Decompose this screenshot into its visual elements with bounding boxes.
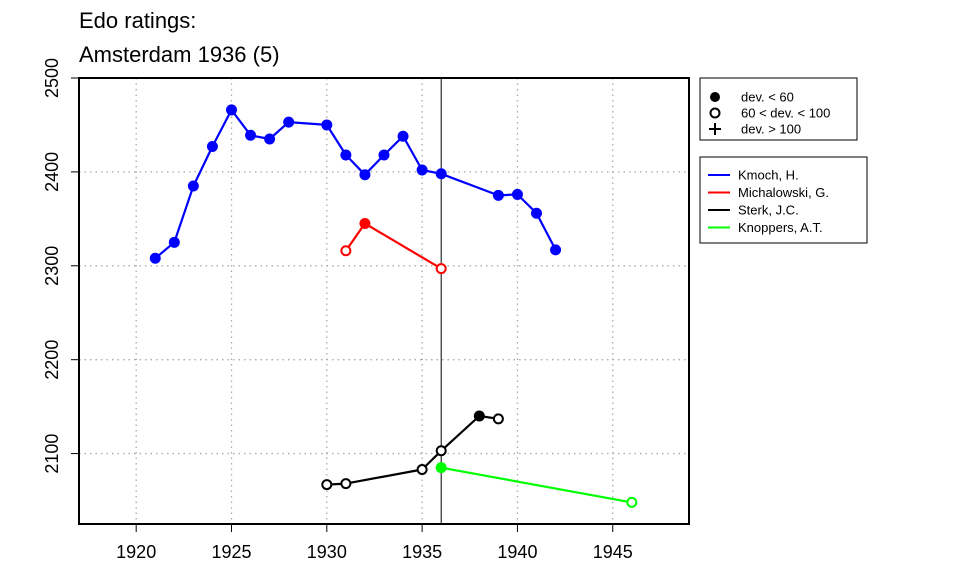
marker-legend-label: dev. > 100 — [741, 122, 801, 137]
data-point — [378, 149, 390, 161]
data-point — [473, 410, 485, 422]
x-tick-label: 1940 — [497, 542, 537, 562]
data-point — [511, 188, 523, 200]
data-point — [416, 464, 428, 476]
series-line — [441, 466, 632, 504]
data-point — [187, 180, 199, 192]
data-point — [340, 245, 352, 257]
data-point — [492, 413, 504, 425]
data-point — [206, 141, 218, 153]
series-0 — [149, 104, 562, 264]
data-point — [149, 252, 161, 264]
data-point — [397, 130, 409, 142]
data-point — [435, 445, 447, 457]
data-point — [321, 119, 333, 131]
y-tick-label: 2100 — [42, 434, 62, 474]
y-tick-label: 2300 — [42, 246, 62, 286]
data-point — [359, 169, 371, 181]
series-1 — [340, 218, 447, 275]
series-3 — [435, 462, 638, 508]
series-line — [344, 222, 442, 270]
legend-entry: Kmoch, H. — [738, 168, 799, 183]
legend-entry: Michalowski, G. — [738, 185, 829, 200]
data-point — [435, 263, 447, 275]
series-legend-box — [699, 156, 868, 244]
data-point — [416, 164, 428, 176]
x-tick-label: 1920 — [116, 542, 156, 562]
marker-legend-label: dev. < 60 — [741, 90, 794, 105]
chart-subtitle: Amsterdam 1936 (5) — [79, 42, 280, 67]
data-point — [168, 236, 180, 248]
y-tick-label: 2200 — [42, 340, 62, 380]
x-tick-label: 1945 — [593, 542, 633, 562]
data-point — [340, 478, 352, 490]
filled-circle-icon — [710, 92, 720, 102]
marker-legend-label: 60 < dev. < 100 — [741, 106, 830, 121]
data-point — [283, 116, 295, 128]
y-tick-label: 2500 — [42, 58, 62, 98]
data-point — [626, 496, 638, 508]
series-group — [149, 104, 638, 508]
data-point — [359, 218, 371, 230]
data-point — [550, 244, 562, 256]
data-point — [492, 189, 504, 201]
data-point — [226, 104, 237, 116]
x-tick-label: 1935 — [402, 542, 442, 562]
data-point — [245, 129, 257, 141]
marker-legend-box — [699, 77, 858, 141]
data-point — [435, 168, 447, 180]
chart-title: Edo ratings: — [79, 8, 196, 33]
plot-frame — [78, 77, 690, 525]
data-point — [531, 207, 542, 219]
data-point — [264, 133, 276, 145]
series-2 — [321, 410, 504, 491]
series-legend: Kmoch, H. Michalowski, G. Sterk, J.C. Knopp… — [699, 156, 868, 244]
y-tick-label: 2400 — [42, 152, 62, 192]
data-point — [435, 462, 447, 474]
legend-entry: Knoppers, A.T. — [738, 220, 823, 235]
grid — [79, 78, 689, 524]
legend-entry: Sterk, J.C. — [738, 203, 799, 218]
data-point — [340, 149, 352, 161]
axes: 1920 1925 1930 1935 1940 1945 2100 2200 2300 2400… — [42, 58, 633, 562]
x-tick-label: 1930 — [307, 542, 347, 562]
open-circle-icon — [709, 107, 721, 119]
data-point — [321, 479, 333, 491]
x-tick-label: 1925 — [211, 542, 251, 562]
